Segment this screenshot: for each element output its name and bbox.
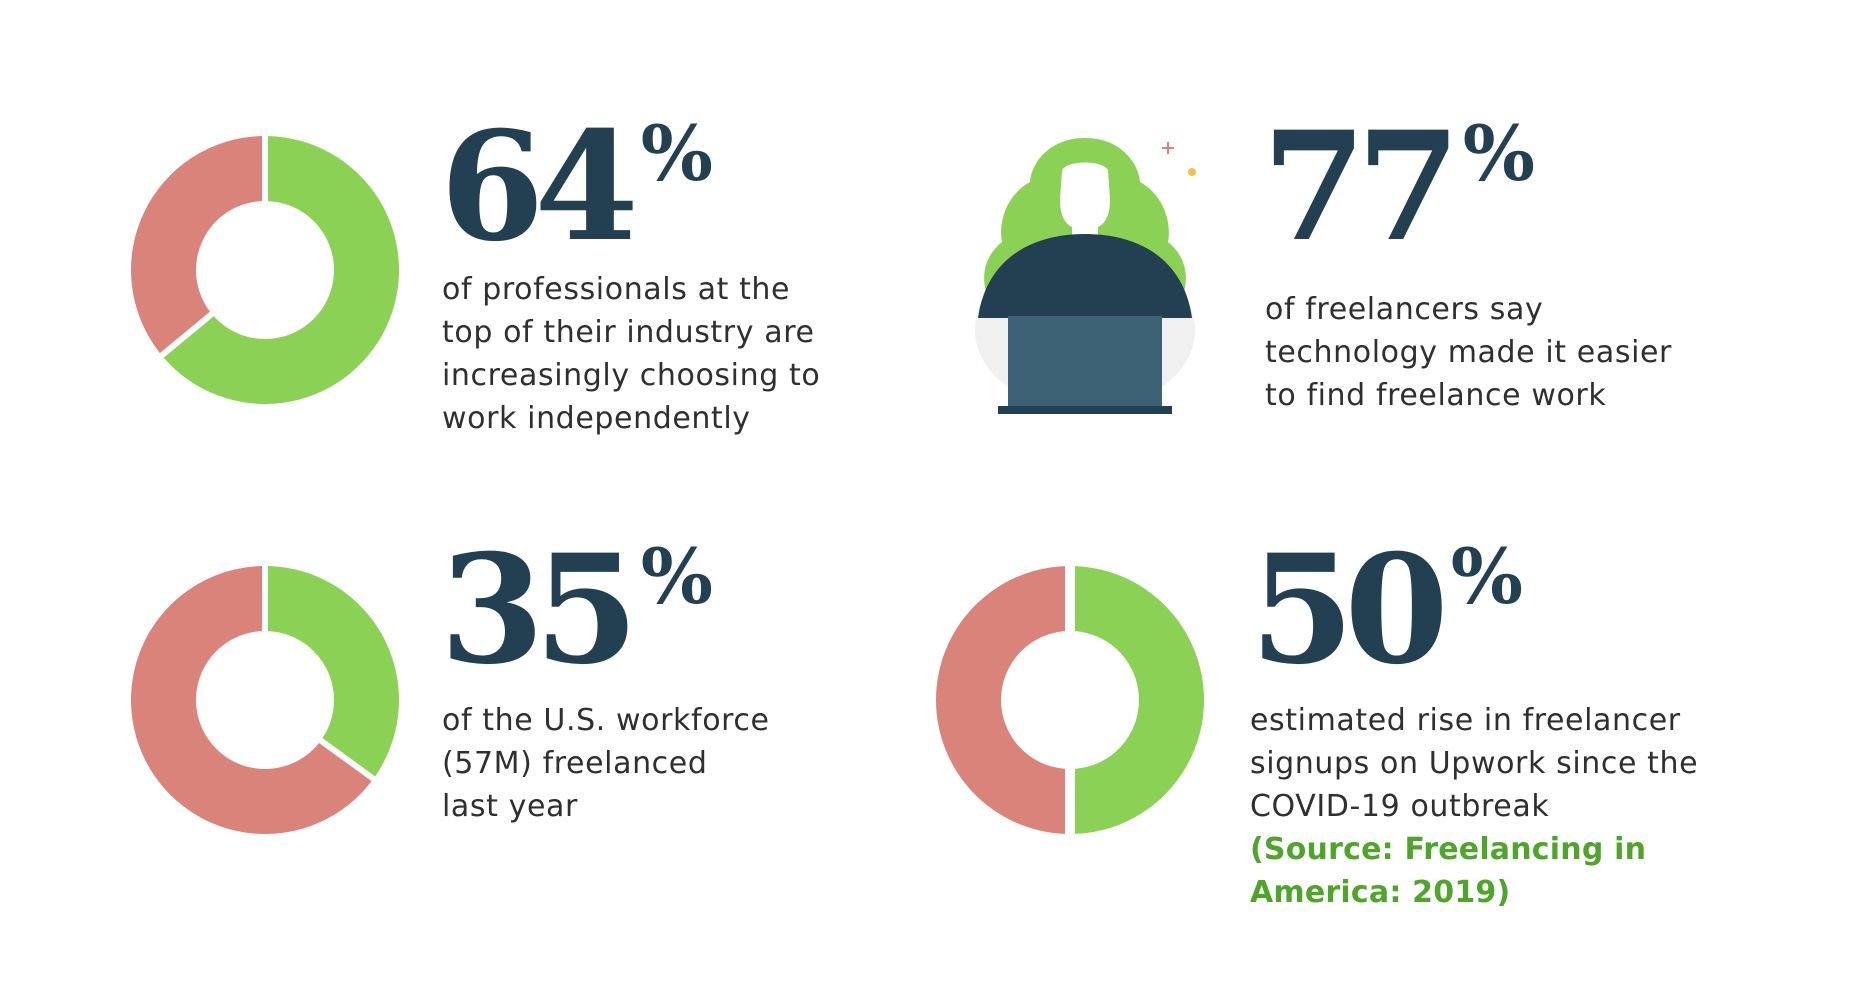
- green-segment: [267, 566, 399, 777]
- source-citation: (Source: Freelancing in America: 2019): [1250, 828, 1646, 914]
- laptop-screen: [1008, 316, 1162, 406]
- face-shape: [1060, 162, 1110, 230]
- stat-number: 64: [440, 99, 639, 275]
- stat-35-percent: 35%: [440, 535, 713, 685]
- description-line: COVID-19 outbreak: [1250, 789, 1550, 824]
- stat-number: 35: [440, 522, 639, 698]
- stat-description-35: of the U.S. workforce (57M) freelanced l…: [442, 699, 770, 828]
- description-line: technology made it easier: [1265, 335, 1672, 370]
- description-line: signups on Upwork since the: [1250, 746, 1699, 781]
- stat-number: 77: [1262, 99, 1461, 275]
- description-line: to find freelance work: [1265, 378, 1607, 413]
- stat-description-64: of professionals at the top of their ind…: [442, 268, 820, 440]
- stat-77-percent: 77%: [1262, 112, 1535, 262]
- description-line: of professionals at the: [442, 272, 791, 307]
- body-shape: [978, 234, 1192, 318]
- description-line: of the U.S. workforce: [442, 703, 770, 738]
- stat-description-50: estimated rise in freelancer signups on …: [1250, 699, 1698, 828]
- description-line: work independently: [442, 401, 751, 436]
- stat-percent-sign: %: [1450, 532, 1523, 621]
- description-line: increasingly choosing to: [442, 358, 821, 393]
- description-line: (57M) freelanced: [442, 746, 708, 781]
- stat-number: 50: [1250, 522, 1449, 698]
- description-line: estimated rise in freelancer: [1250, 703, 1681, 738]
- source-line: America: 2019): [1250, 875, 1511, 910]
- person-with-laptop-icon: [975, 138, 1196, 414]
- donut-chart-64: [131, 136, 400, 405]
- stat-64-percent: 64%: [440, 112, 713, 262]
- stat-percent-sign: %: [640, 532, 713, 621]
- stat-percent-sign: %: [640, 109, 713, 198]
- donut-chart-35: [131, 566, 399, 834]
- green-segment: [163, 136, 400, 405]
- sparkle-dot: [1188, 168, 1196, 176]
- description-line: of freelancers say: [1265, 292, 1544, 327]
- salmon-segment: [131, 566, 372, 834]
- stat-description-77: of freelancers say technology made it ea…: [1265, 288, 1672, 417]
- description-line: top of their industry are: [442, 315, 815, 350]
- green-segment: [1074, 566, 1204, 834]
- laptop-base: [998, 406, 1172, 414]
- description-line: last year: [442, 789, 578, 824]
- sparkle-plus: [1162, 142, 1174, 154]
- stat-50-percent: 50%: [1250, 535, 1523, 685]
- salmon-segment: [131, 136, 263, 354]
- source-line: (Source: Freelancing in: [1250, 832, 1647, 867]
- stat-percent-sign: %: [1462, 109, 1535, 198]
- donut-chart-50: [935, 566, 1204, 834]
- salmon-segment: [935, 566, 1066, 834]
